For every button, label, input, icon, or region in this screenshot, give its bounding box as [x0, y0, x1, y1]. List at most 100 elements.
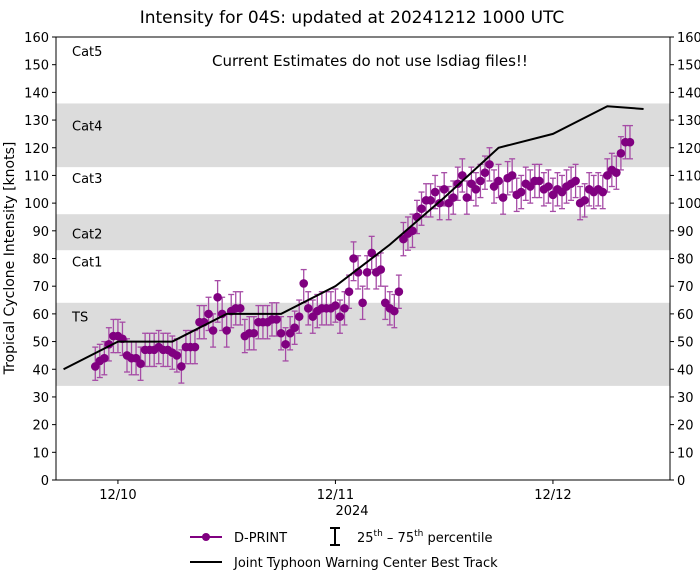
y-tick-label-right: 50: [677, 336, 694, 351]
y-tick-label-right: 160: [677, 31, 700, 46]
y-tick-label-right: 130: [677, 114, 700, 129]
legend: D-PRINT 25th – 75th percentile Joint Typ…: [190, 527, 498, 571]
category-label-cat4: Cat4: [72, 120, 102, 135]
y-tick-label-right: 80: [677, 253, 694, 268]
dprint-point: [507, 171, 517, 180]
dprint-point: [544, 182, 553, 191]
dprint-point: [358, 298, 367, 308]
y-tick-label-left: 80: [32, 253, 49, 268]
y-tick-label-left: 10: [32, 446, 49, 461]
dprint-point: [344, 287, 354, 297]
dprint-point: [340, 304, 349, 313]
dprint-point: [190, 342, 200, 352]
y-tick-label-right: 20: [677, 419, 694, 434]
legend-dprint-marker: [202, 533, 210, 541]
dprint-point: [290, 323, 299, 333]
category-label-ts: TS: [71, 311, 88, 326]
dprint-point: [535, 176, 544, 186]
category-label-cat2: Cat2: [72, 228, 102, 243]
dprint-point: [249, 328, 259, 338]
y-tick-label-left: 150: [24, 59, 49, 74]
y-tick-label-left: 20: [32, 419, 49, 434]
dprint-point: [476, 176, 485, 186]
dprint-point: [516, 187, 526, 197]
y-tick-label-left: 30: [32, 391, 49, 406]
legend-errorbar-icon: [330, 527, 340, 546]
dprint-point: [408, 226, 417, 236]
dprint-point: [494, 176, 503, 186]
y-tick-label-right: 120: [677, 142, 700, 157]
y-tick-label-right: 150: [677, 59, 700, 74]
category-label-cat1: Cat1: [72, 255, 102, 270]
annotation: Current Estimates do not use lsdiag file…: [212, 52, 528, 70]
y-tick-label-right: 100: [677, 197, 700, 212]
chart-title: Intensity for 04S: updated at 20241212 1…: [140, 8, 565, 28]
dprint-point: [235, 304, 245, 313]
dprint-point: [417, 204, 426, 213]
dprint-point: [362, 268, 372, 277]
dprint-point: [272, 315, 281, 324]
dprint-point: [480, 168, 490, 177]
dprint-point: [281, 340, 290, 349]
dprint-point: [213, 292, 222, 302]
y-tick-label-left: 140: [24, 86, 49, 101]
dprint-point: [394, 287, 404, 297]
dprint-point: [222, 326, 231, 335]
category-label-cat3: Cat3: [72, 172, 102, 187]
x-tick-label: 12/11: [317, 488, 354, 503]
band-cat2: [56, 214, 670, 251]
y-axis-label: Tropical Cyclone Intensity [knots]: [2, 142, 18, 376]
dprint-point: [276, 328, 286, 338]
dprint-point: [172, 351, 182, 360]
dprint-point: [177, 362, 186, 371]
category-label-cat5: Cat5: [72, 45, 102, 60]
dprint-point: [136, 359, 145, 369]
y-tick-label-right: 60: [677, 308, 694, 323]
dprint-point: [462, 193, 472, 202]
y-tick-label-left: 40: [32, 363, 49, 378]
y-axis: 0 0 10 10 20 20 30 30 40 40 50 50 60 60 70 70 80 80 90 90 10…: [24, 31, 700, 489]
y-tick-label-right: 70: [677, 280, 694, 295]
dprint-point: [426, 196, 435, 205]
legend-best-track-label: Joint Typhoon Warning Center Best Track: [233, 556, 498, 571]
legend-percentile-label: 25th – 75th percentile: [357, 529, 492, 546]
y-tick-label-left: 110: [24, 169, 49, 184]
y-tick-label-left: 160: [24, 31, 49, 46]
dprint-point: [439, 184, 449, 194]
dprint-point: [616, 148, 626, 158]
y-tick-label-left: 50: [32, 336, 49, 351]
y-tick-label-right: 140: [677, 86, 700, 101]
dprint-point: [331, 301, 340, 310]
dprint-point: [208, 326, 218, 335]
dprint-point: [435, 198, 444, 208]
y-tick-label-left: 120: [24, 142, 49, 157]
category-bands: [56, 103, 670, 386]
y-tick-label-left: 60: [32, 308, 49, 323]
legend-dprint-label: D-PRINT: [234, 531, 287, 546]
dprint-point: [299, 279, 309, 288]
y-tick-label-right: 10: [677, 446, 694, 461]
dprint-point: [448, 193, 458, 202]
band-cat4: [56, 103, 670, 168]
dprint-point: [349, 254, 358, 263]
y-tick-label-right: 110: [677, 169, 700, 184]
dprint-point: [430, 187, 440, 197]
y-tick-label-left: 0: [41, 474, 49, 489]
dprint-point: [625, 137, 635, 147]
dprint-point: [458, 171, 467, 180]
y-tick-label-left: 70: [32, 280, 49, 295]
dprint-point: [294, 312, 304, 321]
y-tick-label-left: 100: [24, 197, 49, 212]
category-labels: TS Cat1 Cat2 Cat3 Cat4 Cat5: [71, 45, 102, 326]
dprint-point: [580, 196, 589, 205]
dprint-point: [100, 353, 109, 363]
y-tick-label-right: 0: [677, 474, 685, 489]
dprint-point: [571, 176, 580, 186]
dprint-point: [367, 248, 376, 258]
dprint-point: [612, 168, 621, 177]
y-tick-label-right: 40: [677, 363, 694, 378]
y-tick-label-right: 90: [677, 225, 694, 240]
dprint-point: [335, 312, 345, 321]
dprint-point: [376, 265, 386, 274]
